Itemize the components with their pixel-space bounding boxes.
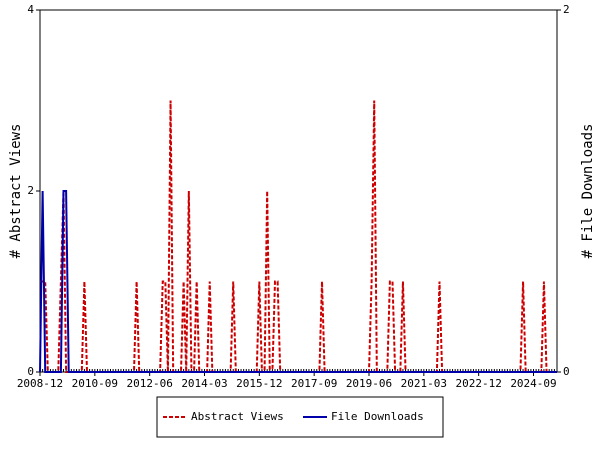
plot-frame [39,9,558,373]
legend-label: File Downloads [331,410,424,423]
x-tick-label: 2022-12 [455,377,501,390]
legend-box [156,396,444,438]
x-tick-label: 2015-12 [236,377,282,390]
x-tick-label: 2014-03 [181,377,227,390]
x-tick-label: 2010-09 [72,377,118,390]
y-tick-label: 4 [27,3,34,16]
y-axis-label: # Abstract Views [8,124,24,259]
y-tick-label: 2 [27,184,34,197]
y2-tick-label: 2 [563,3,570,16]
legend-label: Abstract Views [191,410,284,423]
x-tick-label: 2008-12 [17,377,63,390]
x-tick-label: 2021-03 [401,377,447,390]
series-line [40,100,557,373]
x-tick-label: 2024-09 [510,377,556,390]
y2-tick-label: 0 [563,365,570,378]
x-tick-label: 2017-09 [291,377,337,390]
series-line [39,190,557,373]
x-tick-label: 2012-06 [126,377,172,390]
y-tick-label: 0 [27,365,34,378]
x-tick-label: 2019-06 [346,377,392,390]
y2-axis-label: # File Downloads [580,124,596,259]
